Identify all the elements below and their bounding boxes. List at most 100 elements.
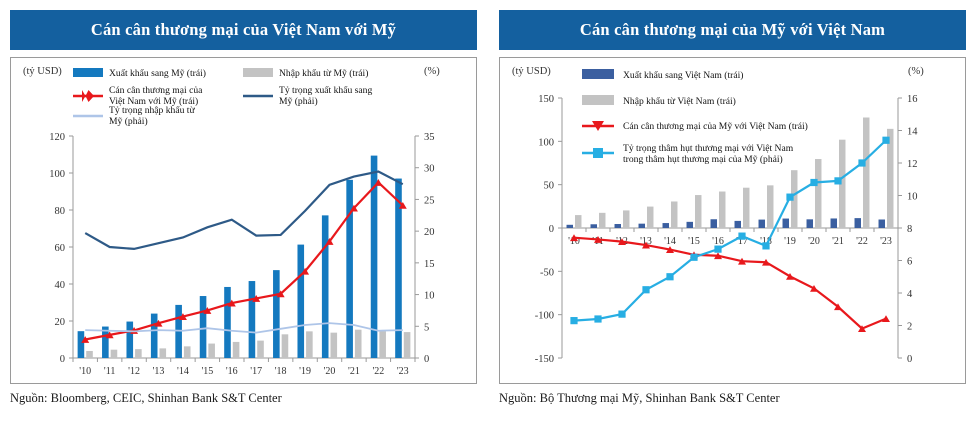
chart-bar	[297, 244, 305, 358]
legend-label-import: Nhập khẩu từ Mỹ (trái)	[279, 68, 368, 79]
chart-marker	[594, 236, 602, 243]
legend-label-balance-l2: Việt Nam với Mỹ (trái)	[109, 96, 198, 107]
right-axis-tick-label: 12	[907, 159, 918, 170]
chart-svg-left: (tỷ USD) (%) Xuất khẩu sang Mỹ (trái) Nh…	[23, 66, 440, 377]
x-axis-tick-label: '19	[784, 236, 796, 247]
chart-marker	[666, 273, 674, 281]
chart-bar	[686, 221, 693, 228]
chart-bar	[273, 270, 280, 358]
x-axis-tick-label: '17	[250, 366, 262, 377]
x-axis-tick-label: '13	[640, 236, 652, 247]
right-axis-tick-label: 6	[907, 257, 912, 268]
legend-marker-balance	[82, 90, 94, 102]
chart-bar	[662, 223, 669, 228]
page-title-right: Cán cân thương mại của Mỹ với Việt Nam	[579, 20, 886, 39]
chart-bar	[878, 219, 885, 228]
chart-marker	[810, 178, 818, 187]
legend-label-import-share-l2: Mỹ (phải)	[109, 116, 148, 127]
chart-marker	[786, 193, 794, 201]
legend-label-balance-l1: Cán cân thương mại của	[109, 85, 203, 96]
chart-marker	[834, 303, 842, 311]
chart-marker	[570, 234, 578, 242]
legend-label-export-share-l1: Tỷ trọng xuất khẩu sang	[279, 85, 372, 96]
chart-bar	[806, 219, 813, 228]
chart-bar	[638, 223, 645, 228]
chart-bar	[590, 224, 597, 228]
left-axis-tick-label: -50	[540, 267, 554, 278]
chart-marker	[714, 252, 722, 260]
right-axis-tick-label: 10	[424, 291, 435, 302]
chart-marker	[858, 159, 866, 167]
chart-bar	[126, 321, 134, 358]
x-axis-tick-label: '17	[736, 236, 748, 247]
chart-bar	[887, 128, 894, 228]
chart-marker	[227, 299, 236, 307]
chart-line	[573, 236, 887, 330]
chart-bar	[614, 224, 621, 228]
chart-marker	[618, 310, 626, 318]
right-axis-tick-label: 0	[907, 354, 912, 365]
chart-bar	[370, 155, 378, 358]
x-axis-tick-label: '16	[712, 236, 724, 247]
chart-bar	[743, 187, 750, 228]
chart-plot-right: -150-100-500501001500246810121416'10'11'…	[535, 94, 919, 365]
left-axis-tick-label: -100	[535, 311, 554, 322]
legend-label-deficit-share-l2: trong thâm hụt thương mại của Mỹ (phải)	[623, 154, 783, 165]
chart-bar	[647, 206, 654, 228]
chart-marker	[762, 242, 770, 250]
chart-marker	[301, 267, 310, 275]
legend-swatch-export-vn	[582, 69, 614, 79]
chart-bar	[110, 349, 118, 358]
x-axis-tick-label: '15	[688, 236, 700, 247]
right-axis-tick-label: 0	[424, 354, 429, 365]
chart-marker	[325, 238, 334, 245]
chart-marker	[154, 319, 163, 327]
chart-marker	[810, 285, 818, 292]
chart-line	[573, 139, 887, 322]
chart-marker	[738, 232, 746, 240]
x-axis-tick-label: '14	[664, 236, 676, 247]
x-axis-tick-label: '19	[299, 366, 311, 377]
right-axis-tick-label: 30	[424, 164, 435, 175]
x-axis-tick-label: '16	[226, 366, 238, 377]
legend-label-deficit-share-l1: Tỷ trọng thâm hụt thương mại với Việt Na…	[623, 143, 794, 154]
left-axis-unit-left: (tỷ USD)	[23, 66, 62, 77]
right-axis-tick-label: 16	[907, 94, 918, 105]
panel-us-vietnam: Cán cân thương mại của Mỹ với Việt Nam (…	[489, 0, 978, 428]
chart-marker	[762, 258, 770, 266]
chart-bar	[224, 286, 231, 358]
chart-bar	[623, 210, 630, 228]
legend-label-export-share-l2: Mỹ (phải)	[279, 96, 318, 107]
chart-bar	[306, 331, 313, 358]
legend-label-import-vn: Nhập khẩu từ Việt Nam (trái)	[623, 96, 736, 107]
chart-marker	[374, 179, 383, 186]
chart-line	[84, 170, 404, 251]
chart-bar	[395, 178, 402, 358]
chart-bar	[671, 201, 678, 228]
x-axis-tick-label: '22	[856, 236, 868, 247]
panel-vietnam-us: Cán cân thương mại của Việt Nam với Mỹ (…	[10, 10, 477, 405]
legend-label-import-share-l1: Tỷ trọng nhập khẩu từ	[109, 105, 195, 116]
chart-bar	[782, 218, 789, 228]
x-axis-tick-label: '15	[201, 366, 213, 377]
chart-marker	[570, 317, 578, 325]
right-axis-tick-label: 10	[907, 192, 918, 203]
chart-marker	[178, 313, 187, 320]
chart-bar	[346, 179, 353, 358]
chart-bar	[379, 331, 386, 358]
chart-container-right: (tỷ USD) (%) Xuất khẩu sang Việt Nam (tr…	[499, 57, 966, 384]
chart-marker	[203, 307, 212, 314]
legend-right: Xuất khẩu sang Việt Nam (trái) Nhập khẩu…	[582, 69, 808, 165]
x-axis-tick-label: '23	[397, 366, 409, 377]
panel-title-bar-right: Cán cân thương mại của Mỹ với Việt Nam	[499, 10, 966, 50]
x-axis-tick-label: '18	[275, 366, 287, 377]
chart-bar	[791, 170, 798, 228]
source-note-left: Nguồn: Bloomberg, CEIC, Shinhan Bank S&T…	[10, 391, 282, 405]
x-axis-tick-label: '10	[79, 366, 91, 377]
legend-marker-balance-us	[592, 121, 604, 131]
chart-bar	[232, 341, 240, 358]
chart-bar	[863, 117, 870, 228]
chart-bar	[599, 212, 606, 228]
left-axis-tick-label: 50	[544, 181, 555, 192]
left-axis-tick-label: 60	[55, 243, 66, 254]
